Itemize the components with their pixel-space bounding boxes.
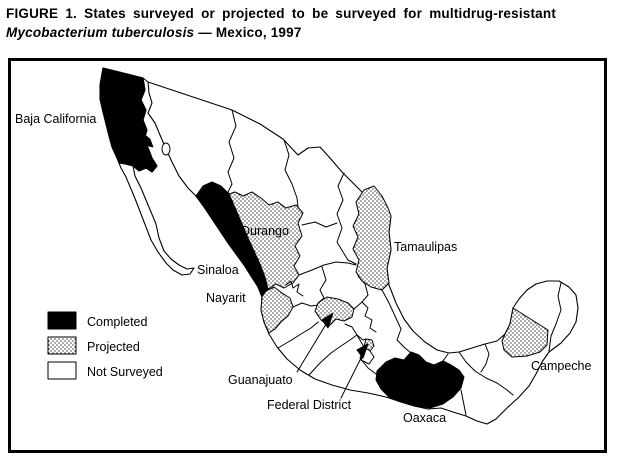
figure-title-suffix: — Mexico, 1997 <box>194 25 302 40</box>
legend-swatch-completed <box>47 311 77 330</box>
state-nayarit-shape <box>260 286 294 334</box>
legend-label-completed: Completed <box>87 315 148 329</box>
mexico-map <box>47 67 579 425</box>
state-label-campeche: Campeche <box>531 359 592 373</box>
us-border-segment <box>142 77 149 83</box>
state-label-nayarit: Nayarit <box>206 291 246 305</box>
legend-swatch-projected <box>47 336 77 355</box>
legend-swatch-not-surveyed <box>47 361 77 380</box>
state-label-tamaulipas: Tamaulipas <box>394 240 458 254</box>
state-label-guanajuato: Guanajuato <box>228 373 293 387</box>
legend-label-not-surveyed: Not Surveyed <box>87 365 163 379</box>
map-frame: Baja California Durango Sinaloa Nayarit … <box>8 58 607 453</box>
state-oaxaca-shape <box>375 351 465 409</box>
state-baja-california-shape <box>99 67 158 173</box>
state-tamaulipas-shape <box>352 185 392 291</box>
gulf-island-dark <box>143 134 154 148</box>
federal-district-arrow <box>340 343 369 399</box>
state-label-baja-california: Baja California <box>15 112 97 126</box>
state-durango-shape <box>228 191 304 290</box>
state-label-oaxaca: Oaxaca <box>403 411 447 425</box>
figure-title: FIGURE 1. States surveyed or projected t… <box>6 4 614 42</box>
state-campeche-shape <box>501 307 549 358</box>
state-label-durango: Durango <box>241 224 289 238</box>
state-label-federal-district: Federal District <box>267 398 352 412</box>
state-boundaries <box>227 109 562 416</box>
guanajuato-arrow <box>296 312 334 373</box>
figure-title-line1: FIGURE 1. States surveyed or projected t… <box>6 6 557 21</box>
legend-label-projected: Projected <box>87 340 140 354</box>
gulf-island-light <box>161 142 171 156</box>
figure-title-line2: Mycobacterium tuberculosis — Mexico, 199… <box>6 23 614 42</box>
state-label-sinaloa: Sinaloa <box>197 263 239 277</box>
figure-title-species: Mycobacterium tuberculosis <box>6 25 195 40</box>
